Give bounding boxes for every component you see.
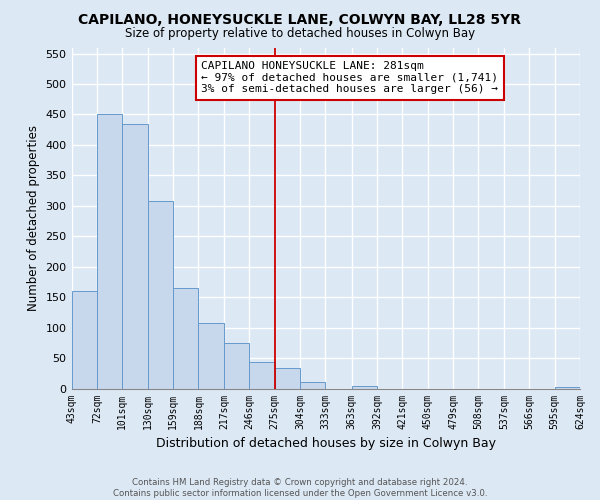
Text: Contains HM Land Registry data © Crown copyright and database right 2024.
Contai: Contains HM Land Registry data © Crown c… xyxy=(113,478,487,498)
Bar xyxy=(275,368,300,388)
Text: CAPILANO HONEYSUCKLE LANE: 281sqm
← 97% of detached houses are smaller (1,741)
3: CAPILANO HONEYSUCKLE LANE: 281sqm ← 97% … xyxy=(201,61,498,94)
X-axis label: Distribution of detached houses by size in Colwyn Bay: Distribution of detached houses by size … xyxy=(156,437,496,450)
Bar xyxy=(300,382,325,388)
Bar xyxy=(224,344,249,388)
Text: CAPILANO, HONEYSUCKLE LANE, COLWYN BAY, LL28 5YR: CAPILANO, HONEYSUCKLE LANE, COLWYN BAY, … xyxy=(79,12,521,26)
Bar xyxy=(199,323,224,388)
Bar xyxy=(71,291,97,388)
Y-axis label: Number of detached properties: Number of detached properties xyxy=(27,125,40,311)
Bar xyxy=(97,114,122,388)
Bar xyxy=(352,386,377,388)
Bar xyxy=(173,288,199,388)
Bar xyxy=(148,201,173,388)
Bar xyxy=(122,124,148,388)
Bar xyxy=(249,362,275,388)
Text: Size of property relative to detached houses in Colwyn Bay: Size of property relative to detached ho… xyxy=(125,28,475,40)
